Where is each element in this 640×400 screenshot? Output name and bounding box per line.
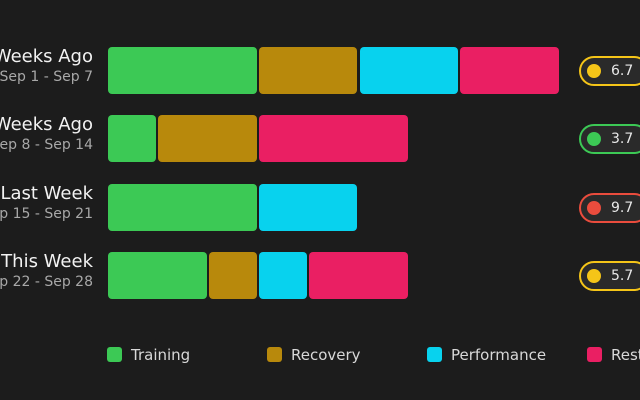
- row-date-range: Sep 1 - Sep 7: [0, 69, 93, 85]
- row-label: This Week ep 22 - Sep 28: [0, 251, 93, 291]
- row-title: Weeks Ago: [0, 114, 93, 135]
- score-badge: 5.7: [579, 261, 640, 291]
- legend-label: Performance: [451, 346, 547, 364]
- row-title: Weeks Ago: [0, 46, 93, 67]
- legend-swatch: [427, 347, 442, 362]
- score-badge: 3.7: [579, 124, 640, 154]
- status-dot-icon: [587, 201, 601, 215]
- status-dot-icon: [587, 132, 601, 146]
- row-title: This Week: [1, 251, 93, 272]
- row-label: Weeks Ago Sep 8 - Sep 14: [0, 114, 93, 154]
- legend-label: Training: [131, 346, 191, 364]
- row-date-range: ep 22 - Sep 28: [0, 274, 93, 290]
- bar-segment-recovery[interactable]: [258, 47, 358, 94]
- legend-swatch: [267, 347, 282, 362]
- bar-segment-rest[interactable]: [258, 115, 408, 162]
- bar-segment-rest[interactable]: [460, 47, 559, 94]
- bar-segment-recovery[interactable]: [208, 252, 257, 299]
- bar-segment-performance[interactable]: [258, 252, 308, 299]
- legend-label: Recovery: [291, 346, 361, 364]
- score-badge: 9.7: [579, 193, 640, 223]
- bar-segment-training[interactable]: [108, 252, 207, 299]
- score-value: 3.7: [611, 131, 634, 147]
- bar-segment-training[interactable]: [108, 47, 257, 94]
- bar-segment-rest[interactable]: [309, 252, 408, 299]
- score-value: 9.7: [611, 200, 634, 216]
- bar-segment-training[interactable]: [108, 115, 157, 162]
- legend-label: Rest: [611, 346, 640, 364]
- bar-segment-recovery[interactable]: [158, 115, 257, 162]
- row-title: Last Week: [0, 183, 93, 204]
- score-badge: 6.7: [579, 56, 640, 86]
- bar-segment-performance[interactable]: [359, 47, 459, 94]
- score-value: 6.7: [611, 63, 634, 79]
- row-date-range: ep 15 - Sep 21: [0, 206, 93, 222]
- legend-swatch: [587, 347, 602, 362]
- legend-swatch: [107, 347, 122, 362]
- row-date-range: Sep 8 - Sep 14: [0, 137, 93, 153]
- bar-segment-performance[interactable]: [258, 184, 358, 231]
- status-dot-icon: [587, 269, 601, 283]
- score-value: 5.7: [611, 268, 634, 284]
- row-label: Weeks Ago Sep 1 - Sep 7: [0, 46, 93, 86]
- status-dot-icon: [587, 64, 601, 78]
- bar-segment-training[interactable]: [108, 184, 257, 231]
- row-label: Last Week ep 15 - Sep 21: [0, 183, 93, 223]
